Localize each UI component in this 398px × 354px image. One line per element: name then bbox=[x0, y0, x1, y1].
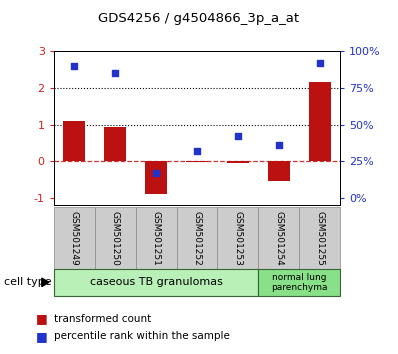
Bar bbox=[258, 207, 299, 269]
Text: GDS4256 / g4504866_3p_a_at: GDS4256 / g4504866_3p_a_at bbox=[98, 12, 300, 25]
Bar bbox=[104, 127, 127, 161]
Bar bbox=[95, 207, 136, 269]
Bar bbox=[145, 161, 167, 194]
Text: caseous TB granulomas: caseous TB granulomas bbox=[90, 277, 222, 287]
Bar bbox=[267, 161, 290, 182]
Bar bbox=[258, 269, 340, 296]
Polygon shape bbox=[42, 278, 49, 287]
Bar bbox=[299, 207, 340, 269]
Text: GSM501255: GSM501255 bbox=[315, 211, 324, 266]
Text: percentile rank within the sample: percentile rank within the sample bbox=[54, 331, 230, 341]
Text: transformed count: transformed count bbox=[54, 314, 151, 324]
Bar bbox=[308, 82, 331, 161]
Text: GSM501251: GSM501251 bbox=[152, 211, 160, 266]
Text: GSM501249: GSM501249 bbox=[70, 211, 79, 266]
Text: GSM501253: GSM501253 bbox=[234, 211, 242, 266]
Point bbox=[71, 63, 77, 69]
Point bbox=[153, 170, 159, 176]
Bar bbox=[63, 121, 86, 161]
Text: ■: ■ bbox=[36, 312, 48, 325]
Text: GSM501252: GSM501252 bbox=[193, 211, 201, 266]
Text: ■: ■ bbox=[36, 330, 48, 343]
Text: GSM501250: GSM501250 bbox=[111, 211, 120, 266]
Text: GSM501254: GSM501254 bbox=[274, 211, 283, 266]
Bar bbox=[217, 207, 258, 269]
Bar bbox=[227, 161, 249, 163]
Bar bbox=[54, 207, 95, 269]
Bar bbox=[136, 207, 177, 269]
Text: cell type: cell type bbox=[4, 277, 52, 287]
Point bbox=[317, 60, 323, 66]
Point bbox=[112, 70, 118, 76]
Bar bbox=[186, 161, 208, 162]
Point bbox=[194, 148, 200, 154]
Point bbox=[276, 142, 282, 148]
Bar bbox=[177, 207, 217, 269]
Point bbox=[235, 133, 241, 139]
Bar bbox=[54, 269, 258, 296]
Text: normal lung
parenchyma: normal lung parenchyma bbox=[271, 273, 328, 292]
